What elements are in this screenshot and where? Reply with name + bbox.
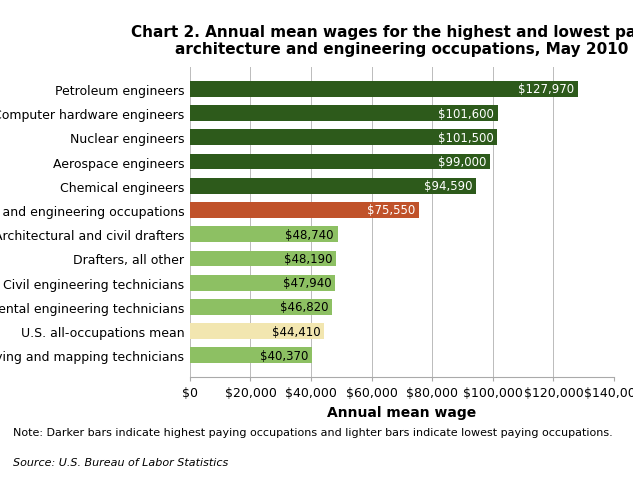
Text: $75,550: $75,550 [367, 204, 415, 217]
Bar [190, 348, 312, 363]
Text: $48,190: $48,190 [284, 253, 332, 265]
Text: $48,740: $48,740 [285, 228, 334, 241]
Bar [190, 275, 335, 291]
Bar [190, 251, 336, 267]
Text: Source: U.S. Bureau of Labor Statistics: Source: U.S. Bureau of Labor Statistics [13, 457, 228, 467]
Text: $101,500: $101,500 [438, 132, 494, 145]
Text: $101,600: $101,600 [438, 107, 494, 121]
Text: $47,940: $47,940 [283, 276, 332, 289]
Bar [190, 179, 477, 194]
Text: $127,970: $127,970 [518, 83, 574, 96]
Bar [190, 82, 577, 98]
Title: Chart 2. Annual mean wages for the highest and lowest paying
architecture and en: Chart 2. Annual mean wages for the highe… [131, 25, 633, 57]
Text: $44,410: $44,410 [272, 325, 321, 338]
Text: $99,000: $99,000 [438, 156, 486, 169]
Text: Note: Darker bars indicate highest paying occupations and lighter bars indicate : Note: Darker bars indicate highest payin… [13, 428, 612, 438]
Bar [190, 324, 325, 339]
Text: $46,820: $46,820 [280, 301, 328, 314]
Text: $94,590: $94,590 [424, 180, 473, 193]
Bar [190, 154, 490, 170]
Bar [190, 227, 337, 242]
X-axis label: Annual mean wage: Annual mean wage [327, 405, 477, 419]
Bar [190, 300, 332, 315]
Bar [190, 130, 498, 146]
Bar [190, 203, 419, 218]
Text: $40,370: $40,370 [260, 349, 308, 362]
Bar [190, 106, 498, 121]
